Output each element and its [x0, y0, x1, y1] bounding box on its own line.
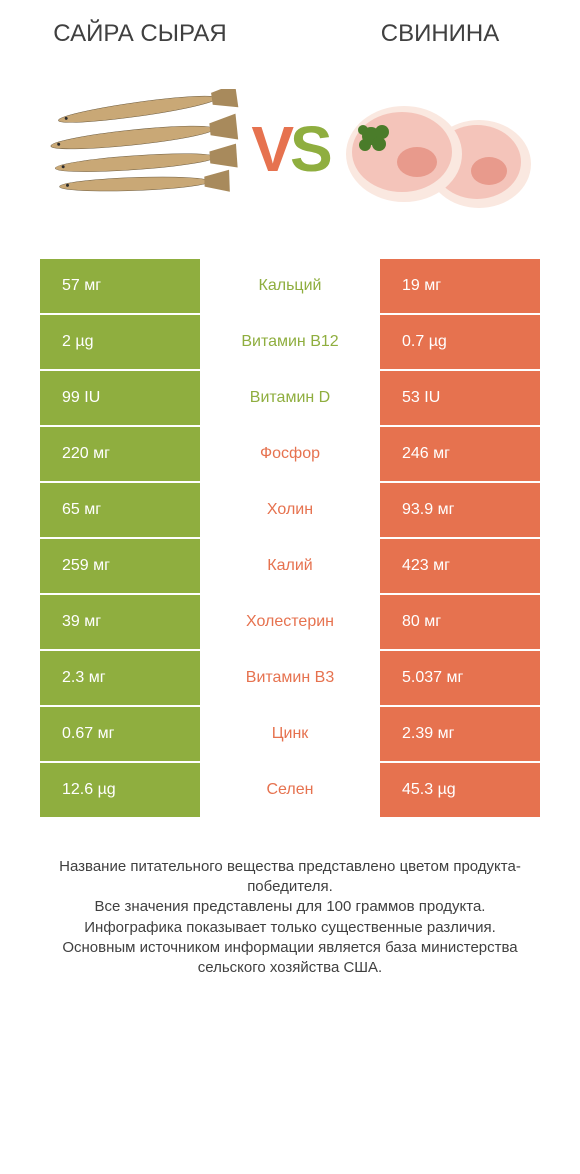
value-right: 19 мг: [380, 259, 540, 313]
value-right: 2.39 мг: [380, 707, 540, 761]
value-right: 423 мг: [380, 539, 540, 593]
value-left: 99 IU: [40, 371, 200, 425]
value-right: 5.037 мг: [380, 651, 540, 705]
value-right: 53 IU: [380, 371, 540, 425]
footnote-line: Основным источником информации является …: [40, 938, 540, 979]
table-row: 12.6 µgСелен45.3 µg: [40, 763, 540, 817]
vs-s: S: [290, 113, 329, 185]
title-right: СВИНИНА: [320, 20, 560, 49]
nutrient-label: Калий: [200, 539, 380, 593]
footnote-line: Все значения представлены для 100 граммо…: [40, 897, 540, 917]
images-row: VS: [20, 69, 560, 229]
value-right: 80 мг: [380, 595, 540, 649]
table-row: 39 мгХолестерин80 мг: [40, 595, 540, 649]
header: САЙРА СЫРАЯ СВИНИНА: [20, 20, 560, 49]
vs-v: V: [251, 113, 290, 185]
table-row: 259 мгКалий423 мг: [40, 539, 540, 593]
nutrient-label: Кальций: [200, 259, 380, 313]
nutrient-label: Селен: [200, 763, 380, 817]
fish-illustration: [41, 79, 241, 219]
nutrient-label: Фосфор: [200, 427, 380, 481]
table-row: 2 µgВитамин B120.7 µg: [40, 315, 540, 369]
vs-label: VS: [251, 112, 328, 186]
table-row: 57 мгКальций19 мг: [40, 259, 540, 313]
table-row: 0.67 мгЦинк2.39 мг: [40, 707, 540, 761]
footnote-line: Инфографика показывает только существенн…: [40, 918, 540, 938]
value-right: 0.7 µg: [380, 315, 540, 369]
table-row: 65 мгХолин93.9 мг: [40, 483, 540, 537]
footnote: Название питательного вещества представл…: [40, 857, 540, 979]
value-right: 45.3 µg: [380, 763, 540, 817]
nutrient-label: Витамин B3: [200, 651, 380, 705]
nutrient-table: 57 мгКальций19 мг2 µgВитамин B120.7 µg99…: [40, 259, 540, 817]
nutrient-label: Цинк: [200, 707, 380, 761]
nutrient-label: Витамин B12: [200, 315, 380, 369]
title-left: САЙРА СЫРАЯ: [20, 20, 260, 49]
value-right: 93.9 мг: [380, 483, 540, 537]
value-left: 12.6 µg: [40, 763, 200, 817]
value-left: 259 мг: [40, 539, 200, 593]
value-left: 57 мг: [40, 259, 200, 313]
value-left: 39 мг: [40, 595, 200, 649]
nutrient-label: Витамин D: [200, 371, 380, 425]
value-left: 0.67 мг: [40, 707, 200, 761]
nutrient-label: Холестерин: [200, 595, 380, 649]
value-left: 65 мг: [40, 483, 200, 537]
nutrient-label: Холин: [200, 483, 380, 537]
footnote-line: Название питательного вещества представл…: [40, 857, 540, 898]
table-row: 2.3 мгВитамин B35.037 мг: [40, 651, 540, 705]
value-left: 2.3 мг: [40, 651, 200, 705]
value-left: 2 µg: [40, 315, 200, 369]
value-left: 220 мг: [40, 427, 200, 481]
value-right: 246 мг: [380, 427, 540, 481]
pork-illustration: [339, 79, 539, 219]
table-row: 220 мгФосфор246 мг: [40, 427, 540, 481]
table-row: 99 IUВитамин D53 IU: [40, 371, 540, 425]
